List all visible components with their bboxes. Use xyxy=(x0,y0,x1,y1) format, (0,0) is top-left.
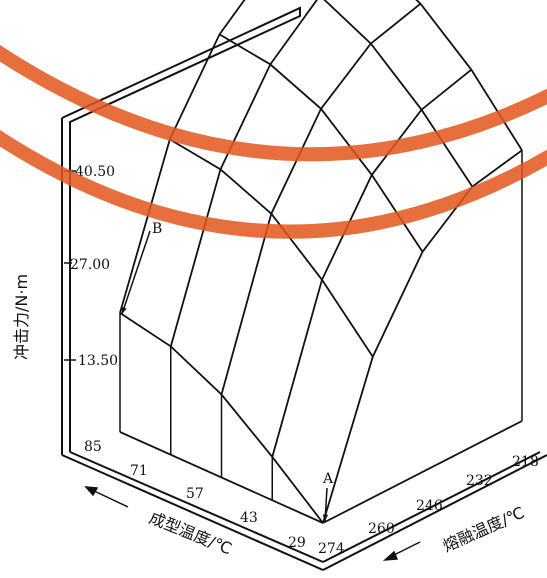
mesh-line-melt-218 xyxy=(415,0,523,151)
mesh-line-melt-260 xyxy=(169,138,374,358)
melt-axis-label: 熔融温度/℃ xyxy=(440,503,528,556)
mesh-line-mold-57 xyxy=(220,2,422,395)
floor xyxy=(61,451,547,571)
mesh-line-mold-29 xyxy=(322,149,523,524)
vertical-drop-lines xyxy=(119,150,523,524)
mesh-line-mold-85 xyxy=(119,0,246,314)
mold-axis-label: 成型温度/℃ xyxy=(147,508,235,558)
force-tick-2: 40.50 xyxy=(75,164,115,180)
melt-tick-246: 246 xyxy=(416,498,443,514)
melt-tick-232: 232 xyxy=(466,473,493,489)
point-b-label: B xyxy=(152,221,162,237)
mold-tick-43: 43 xyxy=(240,510,258,526)
point-a-label: A xyxy=(322,471,334,487)
melt-tick-274: 274 xyxy=(318,541,345,557)
mold-tick-71: 71 xyxy=(130,463,148,479)
melt-axis-arrow xyxy=(382,541,421,561)
melt-tick-218: 218 xyxy=(512,454,539,470)
force-tick-1: 27.00 xyxy=(70,257,110,273)
mold-axis-arrow xyxy=(84,486,129,508)
point-markers xyxy=(121,230,329,522)
overlay-arcs xyxy=(0,44,547,239)
melt-tick-260: 260 xyxy=(368,521,395,537)
point-b-arrow xyxy=(121,230,151,315)
z-axis-label: 冲击力/N·m xyxy=(12,274,31,360)
mold-tick-85: 85 xyxy=(84,439,102,455)
overlay-arc-lower xyxy=(0,129,547,239)
mesh-line-mold-43 xyxy=(271,68,472,458)
mold-tick-57: 57 xyxy=(186,486,204,502)
mold-tick-29: 29 xyxy=(288,535,306,551)
surface-mesh xyxy=(119,0,523,524)
overlay-arc-upper xyxy=(0,44,547,162)
floor-edge-melt-274 xyxy=(119,431,324,524)
force-tick-0: 13.50 xyxy=(78,353,118,369)
floor-edge-mold-29 xyxy=(322,420,523,524)
mesh-line-mold-71 xyxy=(169,0,318,347)
point-a-arrow xyxy=(322,487,329,522)
